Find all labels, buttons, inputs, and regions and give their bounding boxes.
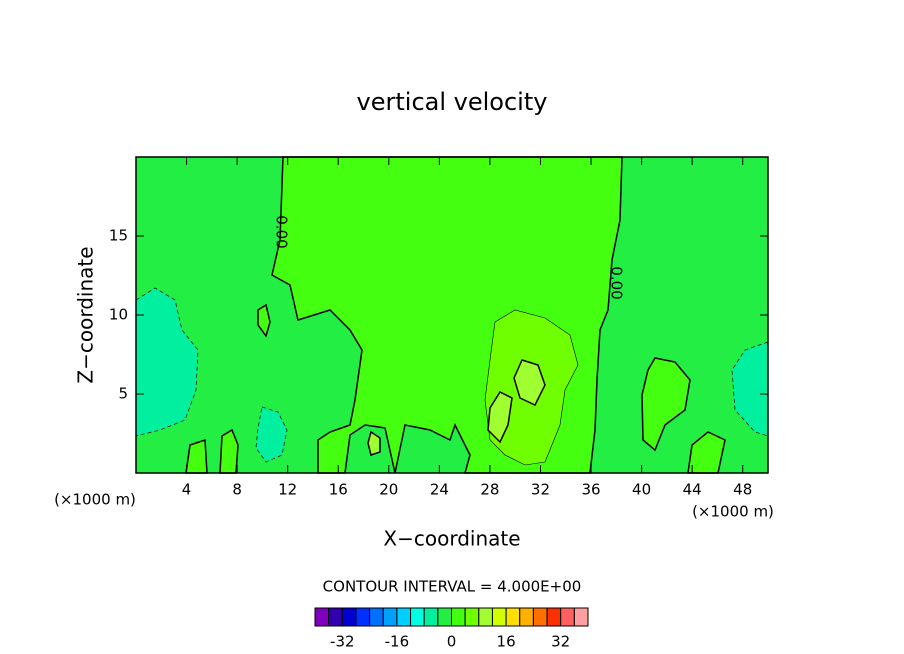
colorbar-swatch [573,607,589,627]
x-tick-label: 8 [232,481,242,499]
colorbar-swatch [546,607,562,627]
x-tick-label: 20 [379,481,398,499]
colorbar-swatch [519,607,534,627]
colorbar-swatch [491,607,507,627]
contour-label: 0.00 [608,266,626,299]
x-tick-label: 24 [430,481,449,499]
x-axis-title: X−coordinate [383,527,520,551]
colorbar-swatch [451,607,466,627]
y-axis-title: Z−coordinate [74,246,98,383]
x-tick-label: 44 [683,481,702,499]
colorbar-swatch [382,607,398,627]
x-tick-label: 4 [182,481,192,499]
colorbar-tick-label: -16 [385,633,410,651]
colorbar-swatch [369,607,384,627]
x-unit-label: (×1000 m) [54,491,136,509]
colorbar-tick-label: 0 [447,633,457,651]
x-tick-label: 28 [480,481,499,499]
contour-fill [487,391,513,444]
contour-fill [513,359,546,406]
colorbar-swatch [464,607,480,627]
colorbar-swatch [355,607,371,627]
colorbar-swatch [505,607,521,627]
x-unit-label: (×1000 m) [692,503,774,521]
colorbar-swatch [314,607,330,627]
contour-fill [731,341,769,437]
contour-interval: CONTOUR INTERVAL = 4.000E+00 [323,578,582,596]
chart-title: vertical velocity [357,88,548,116]
contour-fill [135,287,199,437]
x-tick-label: 32 [531,481,550,499]
contour-fill [257,303,271,338]
x-tick-label: 40 [632,481,651,499]
colorbar-swatch [560,607,575,627]
colorbar-swatch [341,607,357,627]
colorbar-tick-label: -32 [330,633,355,651]
y-tick-label: 15 [109,227,128,245]
colorbar-swatch [423,607,439,627]
x-tick-label: 16 [329,481,348,499]
contour-fill [255,406,288,463]
y-tick-label: 5 [118,385,128,403]
contour-fill [641,357,691,452]
contour-label: 0.00 [273,215,291,248]
x-tick-label: 48 [733,481,752,499]
colorbar-tick-label: 16 [497,633,516,651]
x-tick-label: 12 [278,481,297,499]
colorbar-tick-label: 32 [551,633,570,651]
colorbar-swatch [396,607,412,627]
colorbar-swatch [437,607,453,627]
contour-fill [367,430,381,456]
contour-field [135,156,769,474]
colorbar-swatch [478,607,493,627]
x-tick-label: 36 [581,481,600,499]
colorbar-swatch [532,607,548,627]
colorbar-swatch [328,607,343,627]
y-tick-label: 10 [109,306,128,324]
colorbar-swatch [410,607,425,627]
contour-fill [219,428,239,474]
